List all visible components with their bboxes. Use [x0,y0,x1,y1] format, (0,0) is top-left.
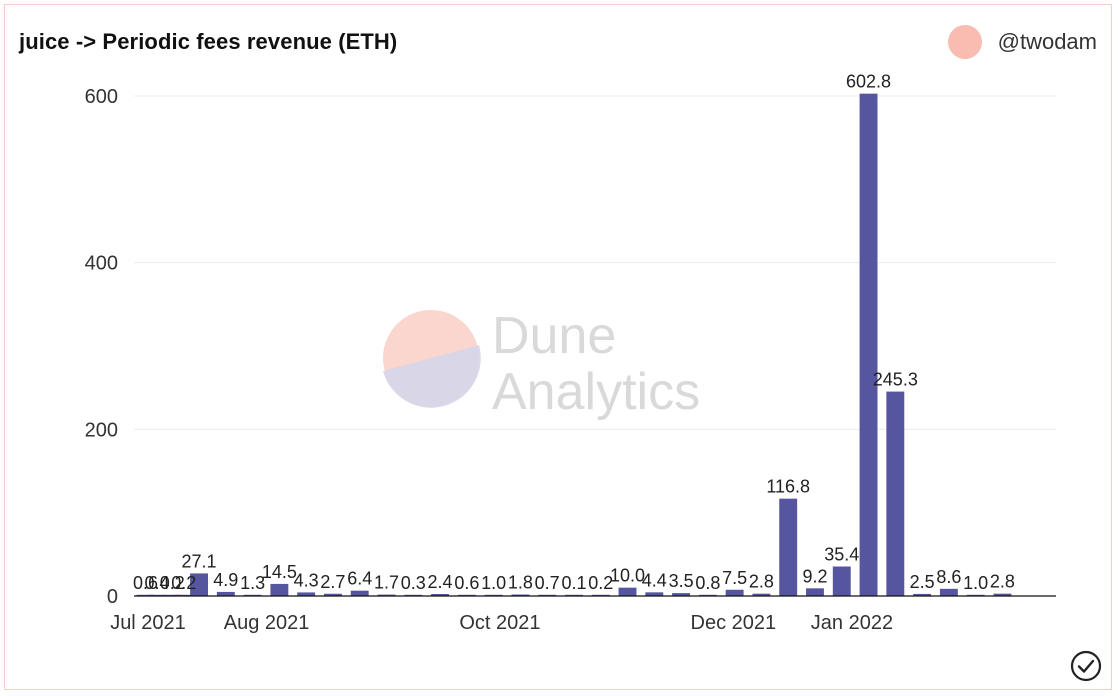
bar-value-label: 1.0 [963,573,988,593]
bar [216,591,235,596]
bar-value-label: 2.5 [910,572,935,592]
bar [779,498,798,596]
bar [431,594,450,596]
chart-card: juice -> Periodic fees revenue (ETH) @tw… [4,4,1112,690]
avatar [947,25,982,59]
bar-value-label: 4.9 [213,570,238,590]
bar [993,593,1012,596]
y-tick-label: 0 [107,586,118,608]
bar-value-label: 1.0 [481,573,506,593]
x-tick-label: Oct 2021 [459,612,540,634]
bar-value-label: 2.8 [749,572,774,592]
bar [270,583,289,596]
bar-value-label: 0.8 [695,573,720,593]
x-tick-label: Dec 2021 [691,612,777,634]
bar [859,93,878,597]
bar-value-label: 3.5 [669,571,694,591]
bar-value-label: 2.8 [990,572,1015,592]
bar-value-label: 0.1 [561,573,586,593]
bar-value-label: 10.0 [610,566,645,586]
y-tick-label: 600 [85,86,118,108]
y-tick-label: 200 [85,419,118,441]
bar-value-label: 14.5 [262,562,297,582]
bar [672,593,691,596]
bar-value-label: 0.2 [588,573,613,593]
chart-title: juice -> Periodic fees revenue (ETH) [19,29,398,54]
bar-value-label: 9.2 [802,566,827,586]
bar-value-label: 0.7 [535,573,560,593]
bar [190,573,208,596]
bar-value-label: 1.3 [240,573,265,593]
bar-value-label: 4.4 [642,570,667,590]
bar-value-label: 7.5 [722,568,747,588]
bar-value-label: 0.6 [454,573,479,593]
x-tick-label: Jul 2021 [110,612,186,634]
author-badge[interactable]: @twodam [947,25,1097,59]
bar-value-label: 6.4 [347,569,372,589]
bar-value-label: 1.8 [508,573,533,593]
bar-value-label: 0.6 [133,573,158,593]
bar-value-label: 245.3 [873,370,918,390]
bar-value-label: 27.1 [182,551,217,571]
bar [725,589,744,596]
y-tick-label: 400 [85,253,118,275]
x-tick-label: Aug 2021 [224,612,310,634]
dune-analytics-watermark: Dune Analytics [383,307,700,421]
bar [350,590,369,596]
x-tick-label: Jan 2022 [811,612,893,634]
bar-value-label: 8.6 [936,567,961,587]
bar-value-label: 2.4 [428,572,453,592]
bar-value-label: 0.4 [144,573,169,593]
bar [645,592,664,596]
bar [939,588,958,596]
bar-value-label: 0.2 [171,573,196,593]
watermark-text-dune: Dune [492,307,616,365]
bar-value-label: 0.2 [160,573,185,593]
bar [377,594,396,596]
bar [886,391,905,596]
check-circle-icon[interactable] [1070,650,1102,682]
author-handle[interactable]: @twodam [997,29,1097,54]
bar-value-label: 2.7 [320,572,345,592]
bar [323,593,342,596]
bar [511,594,530,596]
bar-value-label: 35.4 [824,545,859,565]
bar-value-label: 0.3 [401,573,426,593]
bar [297,592,316,596]
watermark-text-analytics: Analytics [492,363,700,421]
bar [913,593,932,596]
bar-value-label: 602.8 [846,72,891,92]
bar-value-label: 4.3 [294,570,319,590]
bar-value-label: 1.7 [374,573,399,593]
bar [806,588,824,596]
bar [752,593,771,596]
bar-value-label: 116.8 [766,477,810,497]
bar [618,587,637,596]
bar [832,566,851,596]
